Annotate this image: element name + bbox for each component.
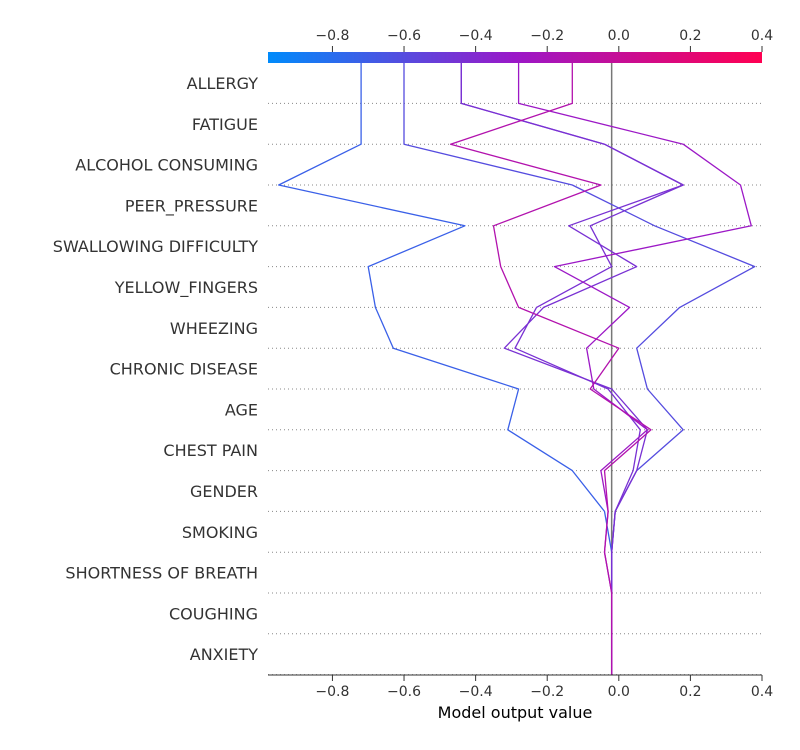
colorbar-tick-label: −0.2 <box>530 28 564 44</box>
x-tick-label: 0.4 <box>751 684 773 700</box>
feature-label: YELLOW_FINGERS <box>114 278 258 298</box>
feature-label: FATIGUE <box>192 115 258 134</box>
feature-label: ALLERGY <box>187 74 259 93</box>
decision-lines <box>278 63 756 675</box>
colorbar-tick-label: −0.4 <box>459 28 493 44</box>
colorbar-tick-label: 0.0 <box>608 28 630 44</box>
feature-label: SHORTNESS OF BREATH <box>65 564 258 583</box>
x-tick-label: −0.8 <box>315 684 349 700</box>
x-tick-label: −0.4 <box>459 684 493 700</box>
feature-label: AGE <box>225 400 258 419</box>
decision-line <box>517 63 752 675</box>
colorbar-gradient <box>268 52 762 63</box>
x-axis-title: Model output value <box>438 703 593 722</box>
feature-label: ALCOHOL CONSUMING <box>75 156 258 175</box>
decision-line <box>460 63 684 675</box>
x-axis: −0.8 −0.6 −0.4 −0.2 0.0 0.2 0.4 Model output va… <box>268 674 773 722</box>
colorbar: −0.8 −0.6 −0.4 −0.2 0.0 0.2 0.4 <box>268 28 773 63</box>
x-tick-label: −0.6 <box>387 684 421 700</box>
colorbar-tick-label: −0.6 <box>387 28 421 44</box>
x-tick-label: 0.2 <box>679 684 701 700</box>
colorbar-tick-label: 0.4 <box>751 28 773 44</box>
feature-label: CHRONIC DISEASE <box>110 360 258 379</box>
feature-label: ANXIETY <box>190 645 258 664</box>
feature-label: SMOKING <box>182 523 258 542</box>
decision-line <box>449 63 652 675</box>
colorbar-tick-label: 0.2 <box>679 28 701 44</box>
feature-labels: ALLERGY FATIGUE ALCOHOL CONSUMING PEER_PR… <box>53 74 258 664</box>
x-tick-label: 0.0 <box>608 684 630 700</box>
feature-label: GENDER <box>190 482 258 501</box>
feature-label: PEER_PRESSURE <box>125 196 258 216</box>
decision-line <box>460 63 684 675</box>
x-tick-label: −0.2 <box>530 684 564 700</box>
feature-label: CHEST PAIN <box>163 441 258 460</box>
feature-label: COUGHING <box>169 604 258 623</box>
grid <box>268 102 762 676</box>
feature-label: WHEEZING <box>170 319 258 338</box>
colorbar-tick-label: −0.8 <box>315 28 349 44</box>
feature-label: SWALLOWING DIFFICULTY <box>53 237 258 256</box>
